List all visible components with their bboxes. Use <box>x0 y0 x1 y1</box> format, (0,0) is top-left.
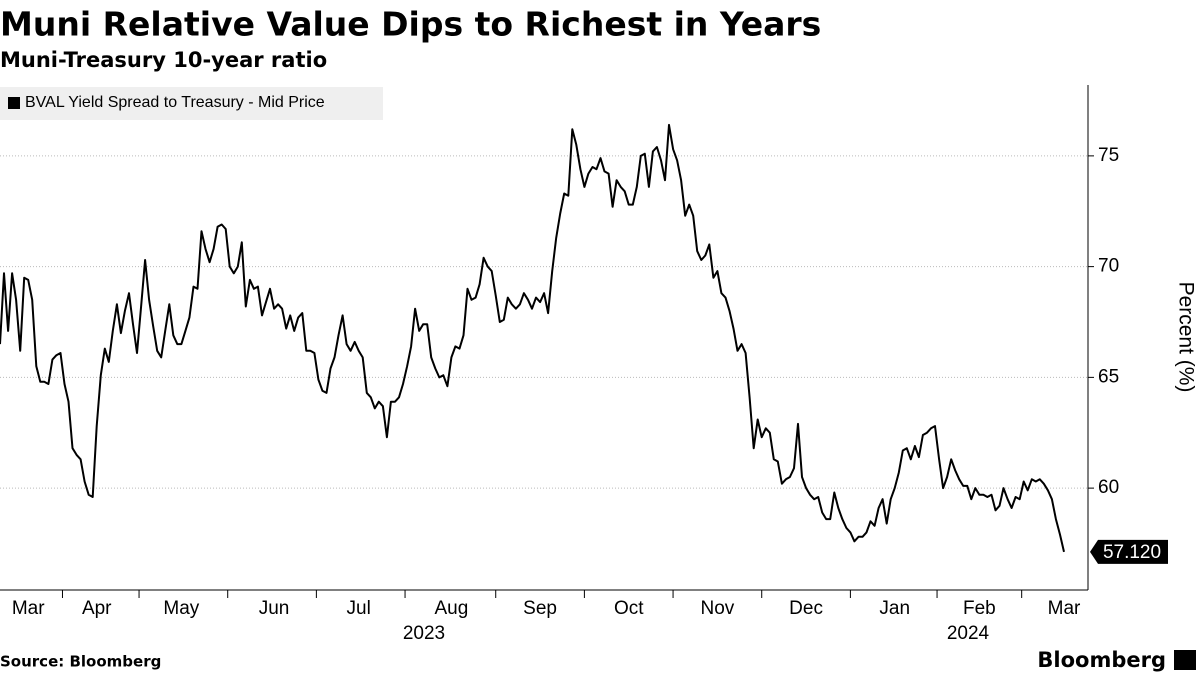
brand-icon <box>1174 650 1196 670</box>
chart-title: Muni Relative Value Dips to Richest in Y… <box>0 5 821 44</box>
source: Source: Bloomberg <box>0 653 161 671</box>
y-tick-label: 60 <box>1098 477 1119 498</box>
chart-subtitle: Muni-Treasury 10-year ratio <box>0 48 327 72</box>
legend-swatch <box>8 97 20 109</box>
x-tick-label: May <box>163 598 199 619</box>
x-tick-label: Sep <box>523 598 557 619</box>
last-value-label: 57.120 <box>1103 542 1161 563</box>
x-tick-label: Jun <box>259 598 290 619</box>
x-tick-label: Mar <box>12 598 45 619</box>
legend-label: BVAL Yield Spread to Treasury - Mid Pric… <box>25 94 325 111</box>
x-tick-label: Nov <box>700 598 734 619</box>
y-tick-label: 70 <box>1098 256 1119 277</box>
legend-box <box>0 87 383 120</box>
x-tick-label: Feb <box>963 598 996 619</box>
x-tick-label: Mar <box>1048 598 1081 619</box>
x-tick-label: Aug <box>434 598 468 619</box>
x-tick-label: Jul <box>347 598 371 619</box>
brand: Bloomberg <box>1037 648 1166 672</box>
x-tick-label: Oct <box>614 598 644 619</box>
y-axis-label: Percent (%) <box>1174 282 1197 393</box>
year-label: 2023 <box>403 623 445 644</box>
y-tick-label: 75 <box>1098 145 1119 166</box>
x-tick-label: Apr <box>82 598 112 619</box>
line <box>0 123 1065 553</box>
y-tick-label: 65 <box>1098 366 1119 387</box>
x-tick-label: Jan <box>879 598 910 619</box>
year-label: 2024 <box>947 623 990 644</box>
x-tick-label: Dec <box>789 598 823 619</box>
last-value-box <box>1090 539 1168 564</box>
